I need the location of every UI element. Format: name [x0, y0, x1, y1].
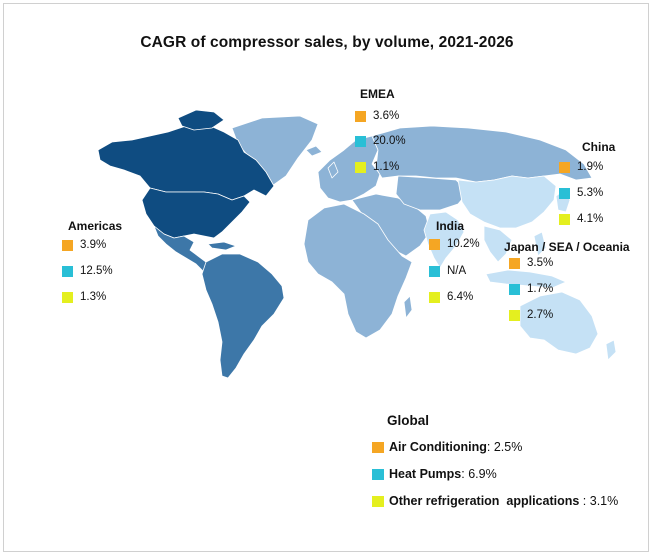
heat-pumps-swatch — [509, 283, 520, 295]
heat-pumps-swatch — [62, 265, 73, 277]
heat-pumps-swatch — [559, 187, 570, 199]
australia-shape — [519, 291, 599, 355]
americas-other-metric: 1.3% — [62, 291, 106, 303]
africa-shape — [303, 203, 413, 339]
other-refrigeration-swatch — [62, 291, 73, 303]
china-shape — [457, 175, 557, 229]
global-hp-value: : 6.9% — [461, 467, 497, 481]
americas-hp-value: 12.5% — [80, 265, 113, 277]
other-refrigeration-swatch — [559, 213, 570, 225]
china-other-metric: 4.1% — [559, 213, 603, 225]
india-label: India — [436, 219, 465, 233]
emea-hp-value: 20.0% — [373, 135, 406, 147]
global-ac-value: : 2.5% — [486, 440, 523, 454]
air-conditioning-swatch — [372, 441, 384, 453]
emea-other-metric: 1.1% — [355, 161, 399, 173]
other-refrigeration-swatch — [509, 309, 520, 321]
americas-label: Americas — [68, 219, 123, 233]
india-hp-metric: N/A — [429, 265, 466, 277]
map-title: CAGR of compressor sales, by volume, 202… — [140, 34, 514, 51]
global-legend-title: Global — [387, 413, 430, 428]
uk-shape — [327, 161, 339, 179]
air-conditioning-swatch — [429, 238, 440, 250]
air-conditioning-swatch — [62, 239, 73, 251]
madagascar-shape — [403, 295, 413, 319]
china-other-value: 4.1% — [577, 213, 604, 225]
india-ac-value: 10.2% — [447, 238, 480, 250]
emea-other-value: 1.1% — [373, 161, 400, 173]
global-other-row: Other refrigeration applications : 3.1% — [372, 494, 618, 508]
japan-sea-oceania-label: Japan / SEA / Oceania — [504, 240, 630, 254]
china-hp-metric: 5.3% — [559, 187, 603, 199]
china-label: China — [582, 140, 616, 154]
south-america-shape — [201, 253, 285, 379]
global-ac-label: Air Conditioning — [389, 440, 487, 454]
emea-hp-metric: 20.0% — [355, 135, 406, 147]
emea-ac-value: 3.6% — [373, 110, 400, 122]
global-ac-row: Air Conditioning : 2.5% — [372, 440, 522, 454]
americas-ac-metric: 3.9% — [62, 239, 106, 251]
emea-ac-metric: 3.6% — [355, 110, 399, 122]
new-zealand-shape — [605, 339, 617, 361]
heat-pumps-swatch — [372, 468, 384, 480]
china-ac-metric: 1.9% — [559, 161, 603, 173]
caribbean-shape — [207, 241, 237, 251]
global-hp-label: Heat Pumps — [389, 467, 462, 481]
global-other-value: : 3.1% — [579, 494, 619, 508]
indonesia-shape — [485, 269, 567, 289]
americas-ac-value: 3.9% — [80, 239, 107, 251]
americas-hp-metric: 12.5% — [62, 265, 113, 277]
china-hp-value: 5.3% — [577, 187, 604, 199]
heat-pumps-swatch — [429, 265, 440, 277]
arctic-islands-shape — [177, 109, 225, 131]
japan-ac-value: 3.5% — [527, 257, 554, 269]
china-ac-value: 1.9% — [577, 161, 604, 173]
emea-label: EMEA — [360, 87, 395, 101]
india-ac-metric: 10.2% — [429, 238, 480, 250]
japan-hp-value: 1.7% — [527, 283, 554, 295]
other-refrigeration-swatch — [355, 161, 366, 173]
india-shape — [423, 211, 465, 269]
india-other-metric: 6.4% — [429, 291, 473, 303]
japan-ac-metric: 3.5% — [509, 257, 553, 269]
southeast-asia-shape — [483, 225, 513, 263]
air-conditioning-swatch — [559, 161, 570, 173]
india-other-value: 6.4% — [447, 291, 474, 303]
japan-other-metric: 2.7% — [509, 309, 553, 321]
india-hp-value: N/A — [447, 265, 467, 277]
air-conditioning-swatch — [355, 110, 366, 122]
philippines-shape — [533, 231, 547, 257]
other-refrigeration-swatch — [372, 495, 384, 507]
iceland-shape — [305, 145, 323, 157]
americas-other-value: 1.3% — [80, 291, 107, 303]
canada-shape — [97, 123, 275, 201]
central-asia-shape — [395, 175, 469, 211]
japan-hp-metric: 1.7% — [509, 283, 553, 295]
global-other-label: Other refrigeration applications — [389, 494, 580, 508]
japan-other-value: 2.7% — [527, 309, 554, 321]
air-conditioning-swatch — [509, 257, 520, 269]
other-refrigeration-swatch — [429, 291, 440, 303]
heat-pumps-swatch — [355, 135, 366, 147]
global-hp-row: Heat Pumps : 6.9% — [372, 467, 497, 481]
